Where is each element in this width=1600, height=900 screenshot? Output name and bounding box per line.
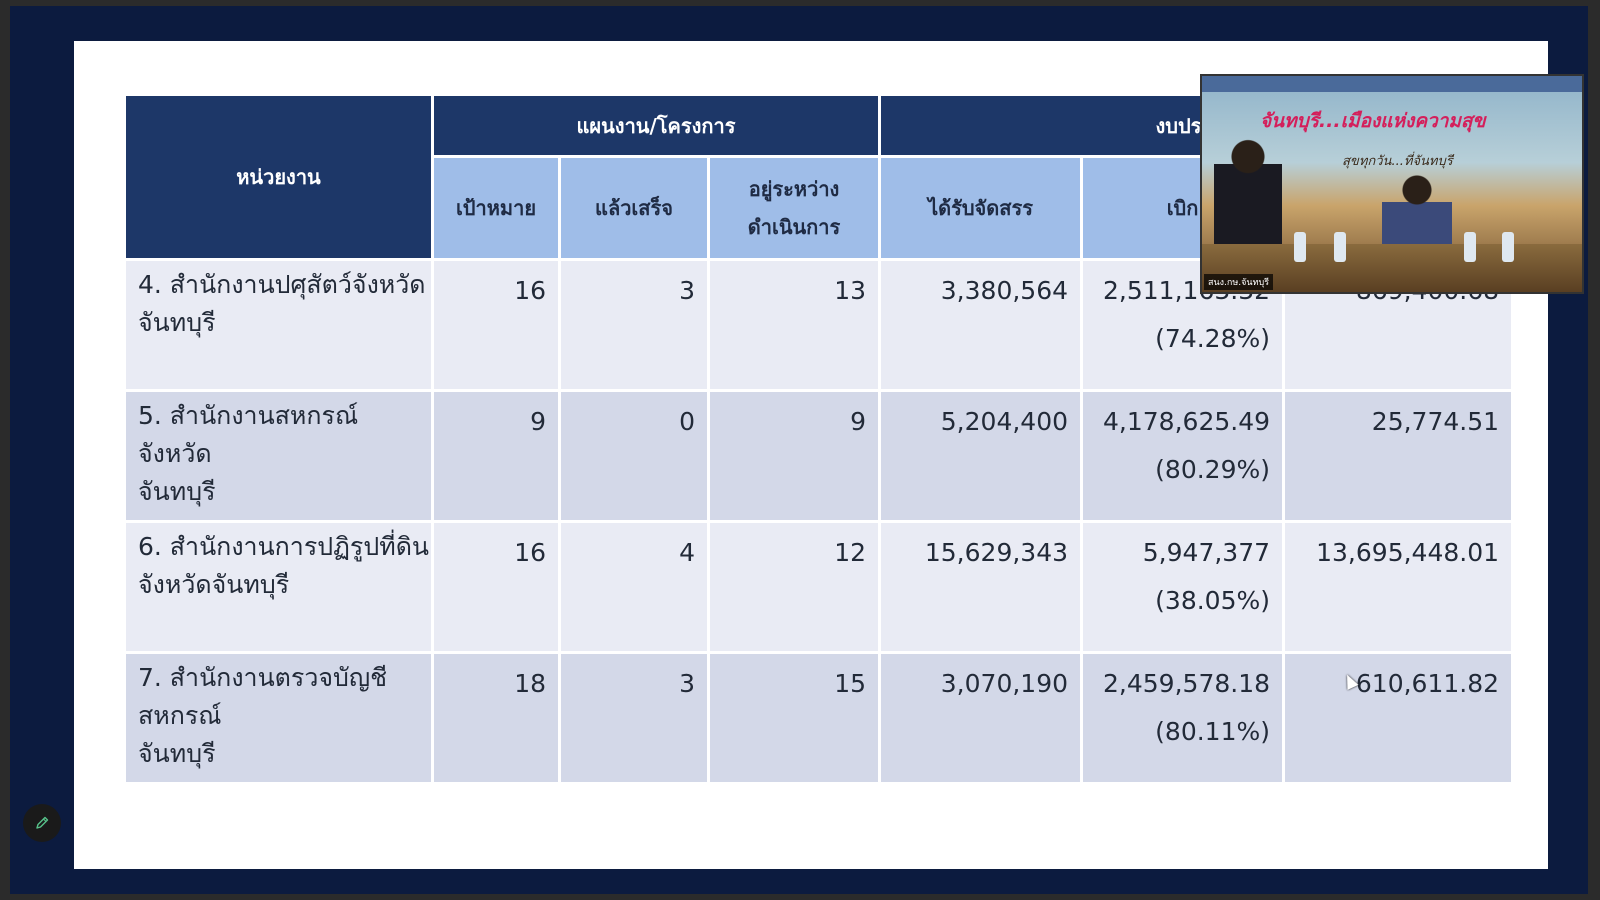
header-completed: แล้วเสร็จ [561,158,710,261]
water-bottle [1502,232,1514,262]
disbursed-percent: (74.28%) [1155,324,1271,353]
header-unit: หน่วยงาน [126,96,434,261]
presentation-frame: หน่วยงาน แผนงาน/โครงการ งบประมา เป้าหมาย… [10,6,1588,894]
disbursed-amount: 2,459,578.18 [1103,669,1271,698]
target-cell: 18 [434,654,561,785]
header-allocated: ได้รับจัดสรร [881,158,1084,261]
water-bottle [1294,232,1306,262]
unit-name-line1: 4. สำนักงานปศุสัตว์จังหวัด [138,270,426,299]
header-target: เป้าหมาย [434,158,561,261]
unit-cell: 4. สำนักงานปศุสัตว์จังหวัด จันทบุรี [126,261,434,392]
video-banner-title: จันทบุรี...เมืองแห่งความสุข [1260,110,1486,132]
participant-video-tile[interactable]: จันทบุรี...เมืองแห่งความสุข สุขทุกวัน...… [1200,74,1584,294]
water-bottle [1464,232,1476,262]
allocated-cell: 3,070,190 [881,654,1084,785]
unit-name-line2: จันทบุรี [138,739,216,768]
table-row: 5. สำนักงานสหกรณ์จังหวัด จันทบุรี 9 0 9 … [126,392,1515,523]
in-progress-cell: 15 [710,654,882,785]
header-in-progress-line1: อยู่ระหว่าง [748,177,840,201]
unit-cell: 6. สำนักงานการปฏิรูปที่ดิน จังหวัดจันทบุ… [126,523,434,654]
disbursed-amount: 5,947,377 [1142,538,1271,567]
target-cell: 9 [434,392,561,523]
disbursed-percent: (80.29%) [1155,455,1271,484]
header-plans-group: แผนงาน/โครงการ [434,96,882,158]
disbursed-cell: 5,947,377 (38.05%) [1083,523,1286,654]
in-progress-cell: 13 [710,261,882,392]
disbursed-amount: 4,178,625.49 [1103,407,1271,436]
disbursed-cell: 2,459,578.18 (80.11%) [1083,654,1286,785]
video-banner-strip [1202,76,1582,92]
in-progress-cell: 9 [710,392,882,523]
unit-name-line2: จังหวัดจันทบุรี [138,570,290,599]
unit-name-line1: 5. สำนักงานสหกรณ์จังหวัด [138,401,359,468]
unit-name-line2: จันทบุรี [138,308,216,337]
target-cell: 16 [434,261,561,392]
table-row: 7. สำนักงานตรวจบัญชีสหกรณ์ จันทบุรี 18 3… [126,654,1515,785]
table-row: 4. สำนักงานปศุสัตว์จังหวัด จันทบุรี 16 3… [126,261,1515,392]
unit-name-line1: 6. สำนักงานการปฏิรูปที่ดิน [138,532,430,561]
completed-cell: 3 [561,261,710,392]
completed-cell: 3 [561,654,710,785]
unit-name-line1: 7. สำนักงานตรวจบัญชีสหกรณ์ [138,663,388,730]
in-progress-cell: 12 [710,523,882,654]
video-banner-subtitle: สุขทุกวัน...ที่จันทบุรี [1342,154,1453,169]
completed-cell: 0 [561,392,710,523]
disbursed-percent: (38.05%) [1155,586,1271,615]
target-cell: 16 [434,523,561,654]
unit-name-line2: จันทบุรี [138,477,216,506]
allocated-cell: 3,380,564 [881,261,1084,392]
unit-cell: 7. สำนักงานตรวจบัญชีสหกรณ์ จันทบุรี [126,654,434,785]
unit-cell: 5. สำนักงานสหกรณ์จังหวัด จันทบุรี [126,392,434,523]
water-bottle [1334,232,1346,262]
disbursed-cell: 4,178,625.49 (80.29%) [1083,392,1286,523]
allocated-cell: 15,629,343 [881,523,1084,654]
completed-cell: 4 [561,523,710,654]
disbursed-percent: (80.11%) [1155,717,1271,746]
remaining-cell: 610,611.82 [1285,654,1515,785]
budget-table: หน่วยงาน แผนงาน/โครงการ งบประมา เป้าหมาย… [126,96,1515,785]
annotate-button[interactable] [23,804,61,842]
allocated-cell: 5,204,400 [881,392,1084,523]
participant-name-label: สนง.กษ.จันทบุรี [1204,274,1274,290]
table-row: 6. สำนักงานการปฏิรูปที่ดิน จังหวัดจันทบุ… [126,523,1515,654]
remaining-cell: 13,695,448.01 [1285,523,1515,654]
remaining-cell: 25,774.51 [1285,392,1515,523]
header-in-progress-line2: ดำเนินการ [747,215,841,239]
header-in-progress: อยู่ระหว่าง ดำเนินการ [710,158,882,261]
pencil-icon [36,816,49,829]
